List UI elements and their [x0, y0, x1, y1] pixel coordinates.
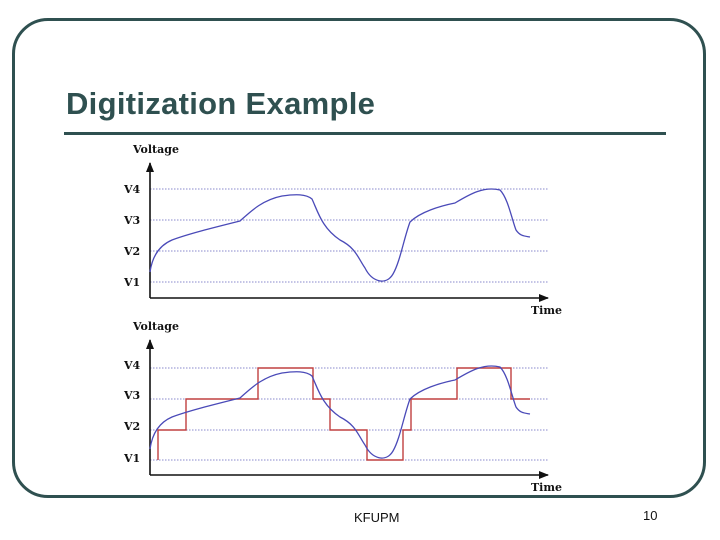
top-level-label-v2: V2 [123, 245, 140, 258]
slide-footer: KFUPM [354, 510, 400, 525]
top-plot: Voltage Time V4 V3 V2 V1 [123, 143, 562, 317]
top-gridlines [150, 188, 548, 283]
bottom-analog-signal [149, 365, 531, 459]
bottom-plot: Voltage Time V4 V3 V2 V1 [123, 320, 562, 494]
top-level-label-v1: V1 [123, 276, 140, 289]
top-analog-signal [149, 188, 531, 282]
bottom-level-label-v3: V3 [123, 389, 140, 402]
top-level-label-v3: V3 [123, 214, 140, 227]
bottom-quantized-signal [157, 367, 530, 461]
slide-frame [12, 18, 706, 498]
bottom-x-axis-label: Time [531, 481, 562, 494]
top-x-axis-label: Time [531, 304, 562, 317]
top-level-label-v4: V4 [123, 183, 141, 196]
bottom-level-label-v1: V1 [123, 452, 140, 465]
slide-title: Digitization Example [66, 86, 376, 121]
bottom-gridlines [150, 367, 548, 461]
page-number: 10 [643, 508, 658, 523]
top-y-axis-label: Voltage [132, 143, 179, 156]
bottom-y-axis-label: Voltage [132, 320, 179, 333]
bottom-level-label-v2: V2 [123, 420, 140, 433]
title-rule [64, 132, 666, 135]
bottom-level-label-v4: V4 [123, 359, 141, 372]
